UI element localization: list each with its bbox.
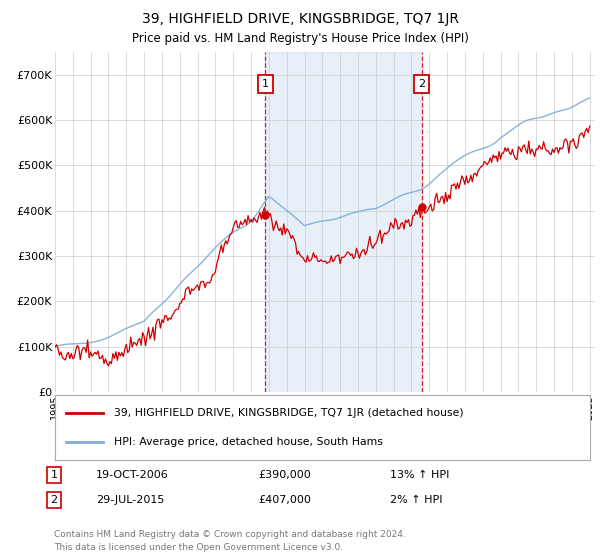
Text: HPI: Average price, detached house, South Hams: HPI: Average price, detached house, Sout… [114,437,383,447]
Text: Contains HM Land Registry data © Crown copyright and database right 2024.
This d: Contains HM Land Registry data © Crown c… [54,530,406,552]
Text: £390,000: £390,000 [258,470,311,480]
Text: 1: 1 [262,79,269,88]
Text: 1: 1 [50,470,58,480]
Text: 2% ↑ HPI: 2% ↑ HPI [390,495,443,505]
Text: 13% ↑ HPI: 13% ↑ HPI [390,470,449,480]
Bar [265,52,422,392]
Text: Price paid vs. HM Land Registry's House Price Index (HPI): Price paid vs. HM Land Registry's House … [131,32,469,45]
Text: £407,000: £407,000 [258,495,311,505]
Text: 19-OCT-2006: 19-OCT-2006 [96,470,169,480]
Text: 39, HIGHFIELD DRIVE, KINGSBRIDGE, TQ7 1JR (detached house): 39, HIGHFIELD DRIVE, KINGSBRIDGE, TQ7 1J… [114,408,463,418]
Text: 2: 2 [50,495,58,505]
Text: 2: 2 [418,79,425,88]
Text: 39, HIGHFIELD DRIVE, KINGSBRIDGE, TQ7 1JR: 39, HIGHFIELD DRIVE, KINGSBRIDGE, TQ7 1J… [142,12,458,26]
Text: 29-JUL-2015: 29-JUL-2015 [96,495,164,505]
